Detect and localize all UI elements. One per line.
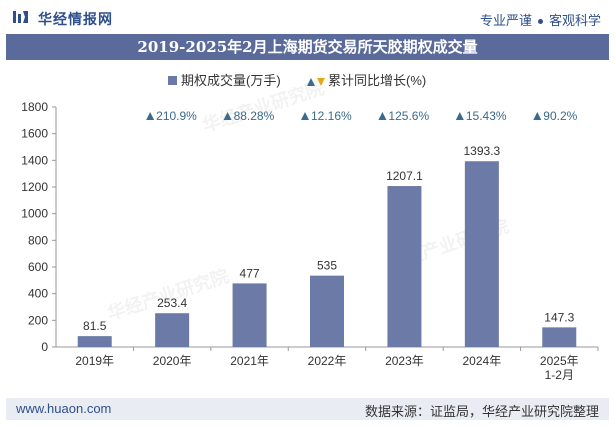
growth-label: 90.2% xyxy=(543,109,577,123)
x-tick-label: 2022年 xyxy=(308,354,347,368)
chart-area: 华经产业研究院 华经产业研究院 华经产业研究院 期权成交量(万手) 累计同比增长(%) 0… xyxy=(0,60,615,398)
logo-icon xyxy=(13,11,28,23)
bar xyxy=(387,186,422,347)
chart-title-bar: 2019-2025年2月上海期货交易所天胶期权成交量 xyxy=(6,34,609,60)
y-tick-label: 1000 xyxy=(21,207,48,221)
footer-bar: www.huaon.com 数据来源：证监局，华经产业研究院整理 xyxy=(6,398,609,420)
bar xyxy=(464,161,499,347)
y-tick-label: 1400 xyxy=(21,153,48,167)
growth-label: 15.43% xyxy=(466,109,507,123)
growth-up-triangle-icon xyxy=(533,112,542,120)
x-tick-label: 2020年 xyxy=(153,354,192,368)
x-tick-label: 2023年 xyxy=(385,354,424,368)
slogan-right: 客观科学 xyxy=(548,13,601,28)
bar xyxy=(155,313,190,347)
growth-label: 12.16% xyxy=(311,109,352,123)
legend-label-growth: 累计同比增长(%) xyxy=(328,73,426,88)
y-tick-label: 400 xyxy=(28,287,48,301)
x-tick-label: 2019年 xyxy=(75,354,114,368)
x-tick-label: 1-2月 xyxy=(545,368,574,382)
legend-swatch-bars xyxy=(168,76,177,85)
y-tick-label: 1200 xyxy=(21,180,48,194)
header-bar: 华经情报网 专业严谨 客观科学 xyxy=(0,0,615,34)
slogan: 专业严谨 客观科学 xyxy=(480,10,601,29)
bar-value-label: 81.5 xyxy=(83,319,107,333)
growth-up-triangle-icon xyxy=(146,112,155,120)
growth-label: 125.6% xyxy=(388,109,429,123)
dot-icon xyxy=(537,19,543,25)
legend-down-triangle-icon xyxy=(317,78,325,86)
bar-value-label: 147.3 xyxy=(544,310,574,324)
data-source: 数据来源：证监局，华经产业研究院整理 xyxy=(364,404,599,419)
x-tick-label: 2025年 xyxy=(540,354,579,368)
bar xyxy=(542,327,577,347)
bar xyxy=(77,336,112,347)
growth-up-triangle-icon xyxy=(378,112,387,120)
growth-up-triangle-icon xyxy=(455,112,464,120)
growth-label: 210.9% xyxy=(156,109,197,123)
legend-label-bars: 期权成交量(万手) xyxy=(181,73,281,88)
bar xyxy=(232,283,267,347)
legend-up-triangle-icon xyxy=(307,78,315,86)
y-tick-label: 1600 xyxy=(21,127,48,141)
bar-value-label: 477 xyxy=(240,266,260,280)
y-tick-label: 800 xyxy=(28,233,48,247)
bar xyxy=(310,275,344,347)
x-tick-label: 2024年 xyxy=(463,354,502,368)
y-tick-label: 200 xyxy=(28,313,48,327)
slogan-left: 专业严谨 xyxy=(479,13,532,28)
bar-value-label: 1393.3 xyxy=(464,144,501,158)
x-tick-label: 2021年 xyxy=(230,354,269,368)
bar-value-label: 1207.1 xyxy=(386,169,423,183)
bar-value-label: 253.4 xyxy=(157,296,187,310)
growth-up-triangle-icon xyxy=(301,112,309,120)
y-tick-label: 600 xyxy=(28,260,48,274)
growth-label: 88.28% xyxy=(234,109,275,123)
bar-value-label: 535 xyxy=(317,259,337,273)
chart-title: 2019-2025年2月上海期货交易所天胶期权成交量 xyxy=(137,38,478,56)
y-tick-label: 0 xyxy=(41,340,48,354)
growth-up-triangle-icon xyxy=(223,112,232,120)
y-tick-label: 1800 xyxy=(21,100,48,114)
brand-name: 华经情报网 xyxy=(38,11,113,27)
website-link[interactable]: www.huaon.com xyxy=(16,401,112,416)
